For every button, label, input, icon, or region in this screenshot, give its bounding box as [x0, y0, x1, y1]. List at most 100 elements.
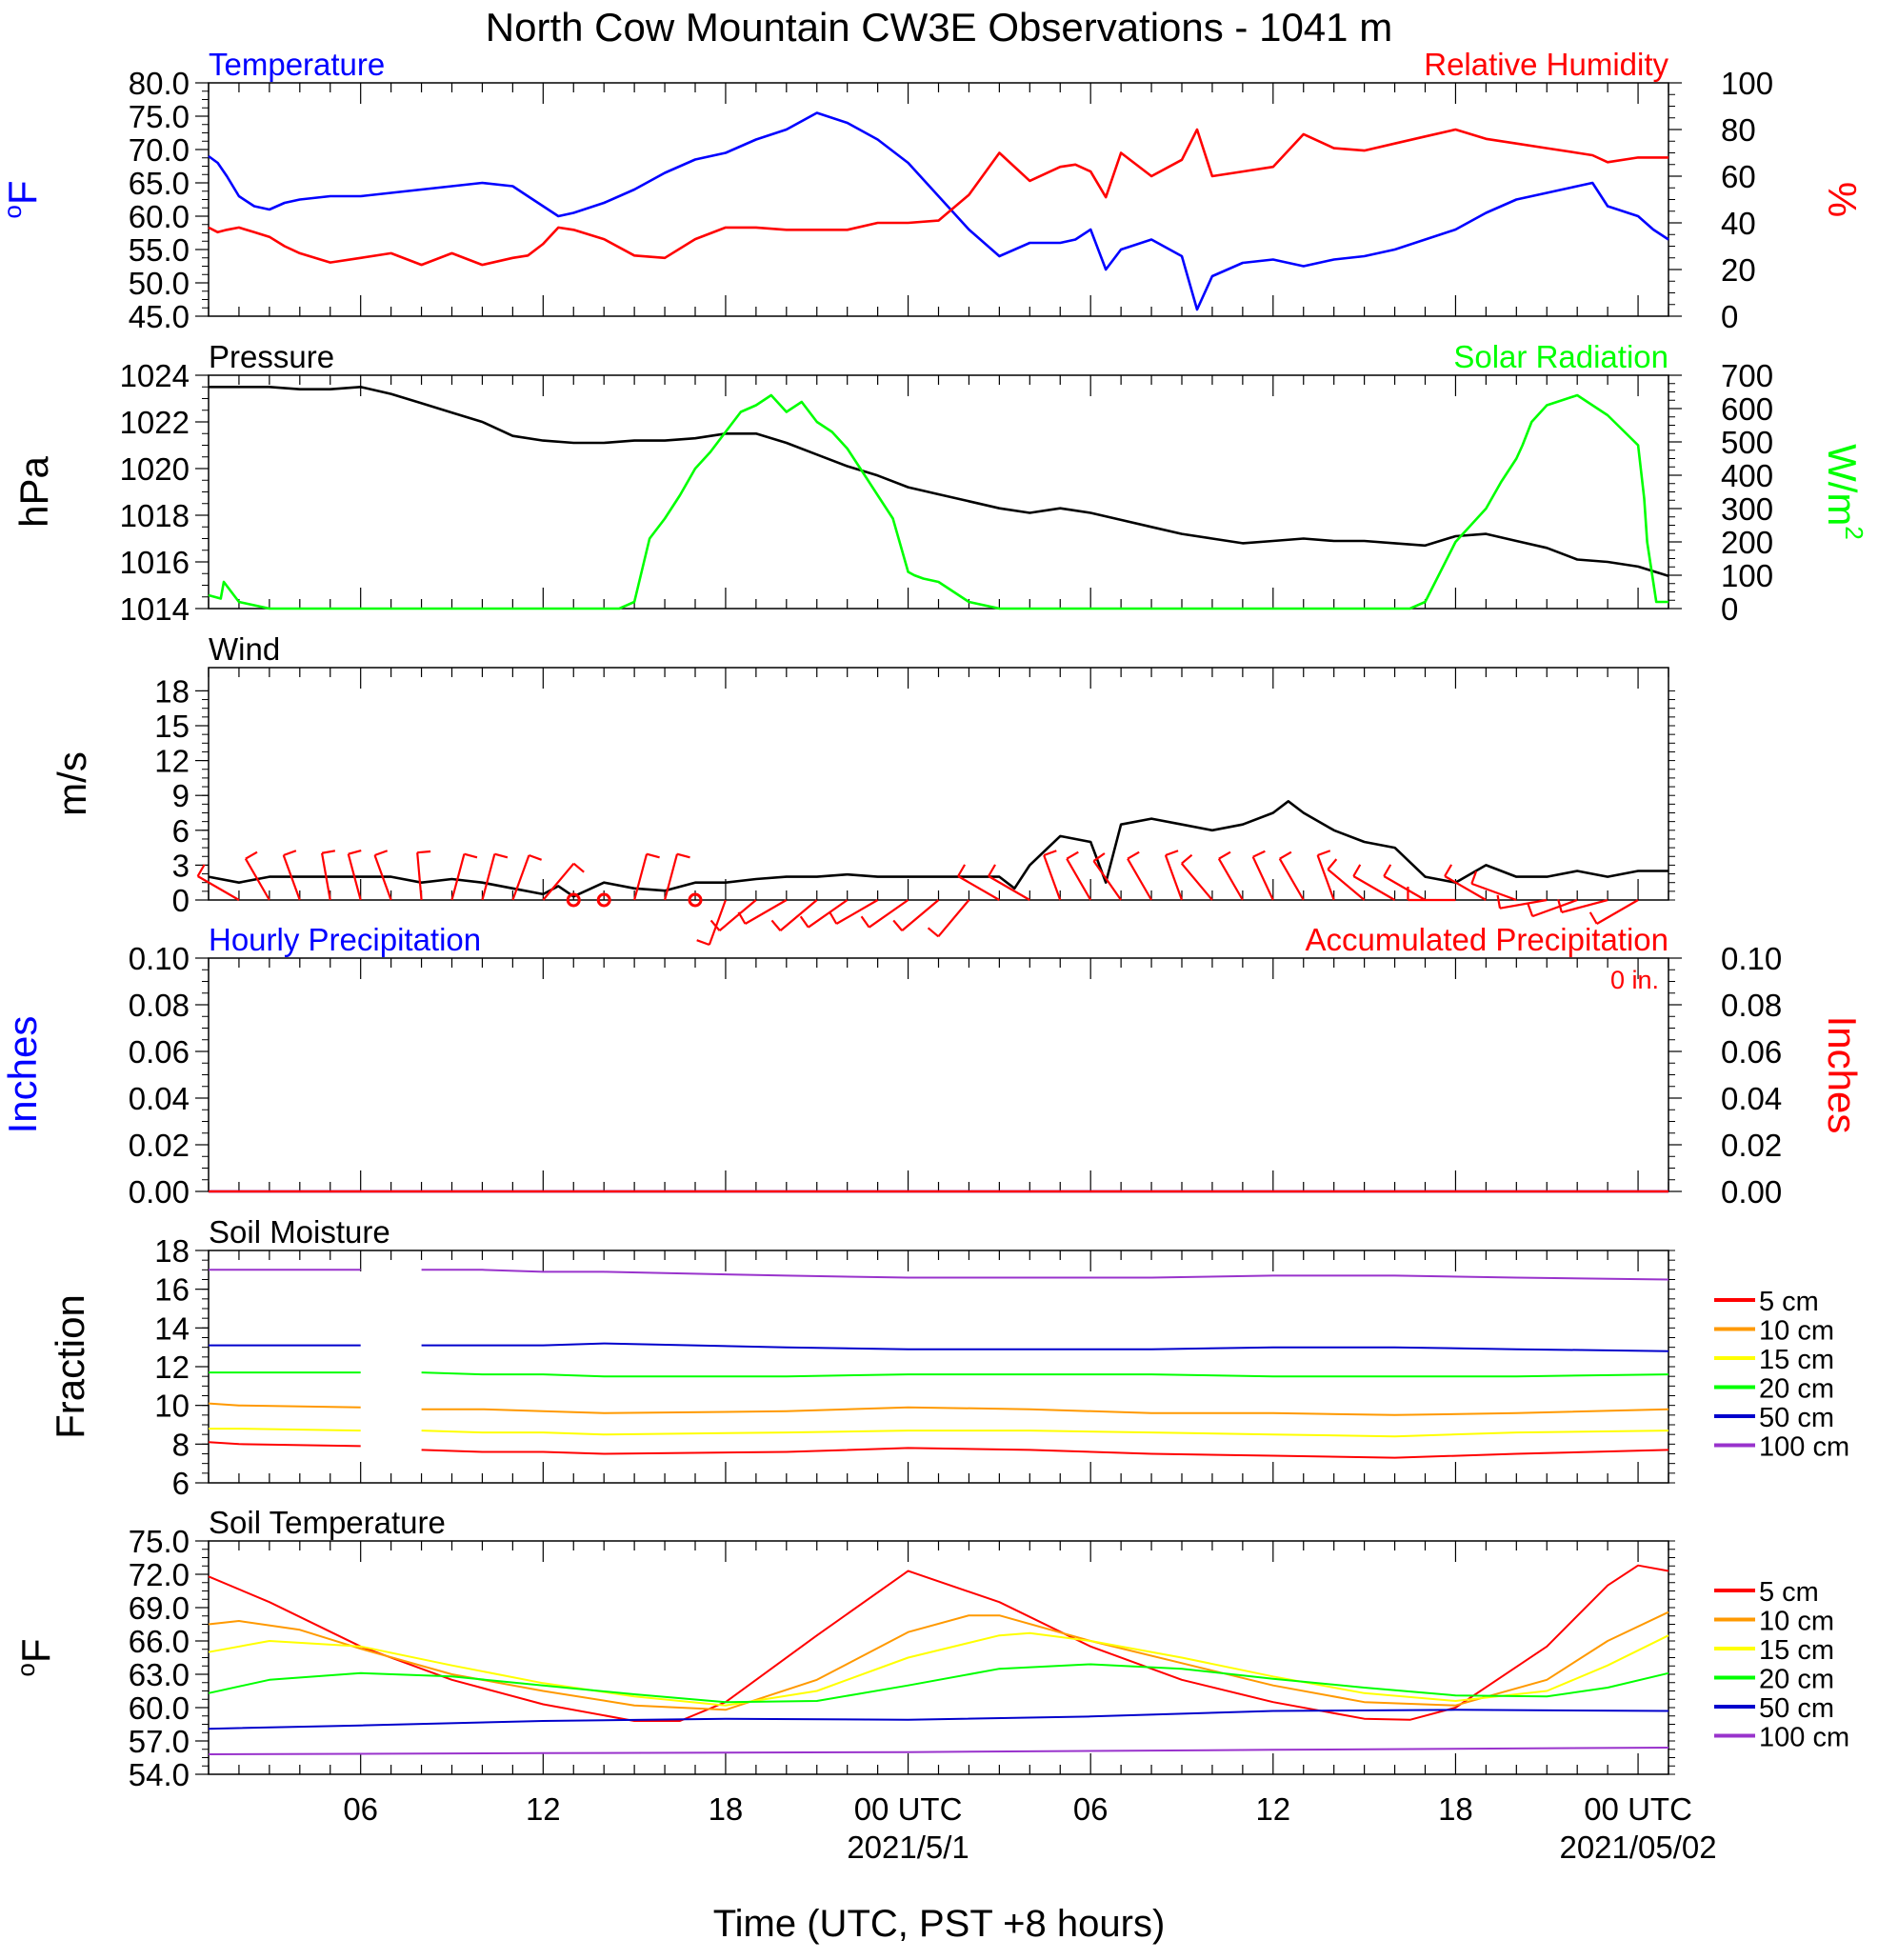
y-right-tick-label: 20 — [1721, 252, 1756, 288]
y-right-tick-label: 40 — [1721, 206, 1756, 241]
x-tick-label: 00 UTC — [854, 1791, 963, 1827]
y-right-tick-label: 400 — [1721, 458, 1773, 493]
legend-label: 50 cm — [1759, 1693, 1834, 1724]
y-right-axis-label: % — [1820, 182, 1865, 217]
y-left-tick-label: 16 — [154, 1272, 190, 1308]
x-date-label: 2021/05/02 — [1559, 1830, 1716, 1865]
legend-label: 15 cm — [1759, 1635, 1834, 1666]
y-left-tick-label: 3 — [172, 848, 190, 883]
y-left-tick-label: 57.0 — [129, 1724, 190, 1759]
y-left-tick-label: 14 — [154, 1310, 190, 1346]
y-left-tick-label: 0 — [172, 883, 190, 918]
y-right-tick-label: 0.06 — [1721, 1034, 1782, 1070]
y-right-tick-label: 80 — [1721, 112, 1756, 148]
y-left-tick-label: 1020 — [120, 451, 190, 487]
legend-label: 5 cm — [1759, 1287, 1819, 1317]
y-left-tick-label: 10 — [154, 1389, 190, 1424]
y-left-tick-label: 1024 — [120, 358, 190, 393]
y-left-tick-label: 55.0 — [129, 232, 190, 268]
y-left-tick-label: 0.10 — [129, 941, 190, 976]
x-date-label: 2021/5/1 — [847, 1830, 969, 1865]
y-left-tick-label: 1014 — [120, 591, 190, 627]
y-left-axis-label: Fraction — [48, 1294, 92, 1439]
legend-label: 100 cm — [1759, 1723, 1849, 1753]
panel-left-title: Temperature — [209, 47, 385, 82]
annotation-total: 0 in. — [1610, 966, 1659, 994]
x-tick-label: 18 — [1438, 1791, 1473, 1827]
y-right-tick-label: 100 — [1721, 66, 1773, 101]
y-right-tick-label: 600 — [1721, 391, 1773, 427]
y-left-tick-label: 60.0 — [129, 1690, 190, 1726]
y-right-tick-label: 0.02 — [1721, 1128, 1782, 1163]
x-tick-label: 00 UTC — [1584, 1791, 1692, 1827]
y-right-tick-label: 500 — [1721, 425, 1773, 460]
y-left-axis-label: hPa — [11, 455, 56, 527]
y-left-tick-label: 1022 — [120, 405, 190, 440]
legend-label: 5 cm — [1759, 1577, 1819, 1608]
y-right-tick-label: 0.04 — [1721, 1081, 1782, 1116]
y-left-tick-label: 1018 — [120, 498, 190, 533]
unit-f: F — [13, 1638, 58, 1663]
panel-left-title: Hourly Precipitation — [209, 922, 481, 957]
wind-barb-flag — [417, 851, 430, 852]
y-left-tick-label: 0.08 — [129, 988, 190, 1023]
legend-label: 20 cm — [1759, 1665, 1834, 1695]
y-right-axis-label-text: W/m — [1820, 444, 1865, 526]
y-right-tick-label: 60 — [1721, 159, 1756, 194]
legend-label: 10 cm — [1759, 1607, 1834, 1637]
legend-label: 20 cm — [1759, 1374, 1834, 1405]
legend-label: 10 cm — [1759, 1316, 1834, 1347]
panel-left-title: Soil Moisture — [209, 1214, 390, 1250]
y-right-tick-label: 100 — [1721, 558, 1773, 593]
y-left-tick-label: 0.02 — [129, 1128, 190, 1163]
y-left-tick-label: 75.0 — [129, 1524, 190, 1559]
x-tick-label: 06 — [343, 1791, 378, 1827]
figure-title: North Cow Mountain CW3E Observations - 1… — [486, 5, 1392, 50]
y-left-tick-label: 65.0 — [129, 166, 190, 201]
panel-left-title: Pressure — [209, 339, 334, 374]
y-left-axis-label: m/s — [50, 751, 94, 816]
y-right-axis-label-text: Inches — [1820, 1016, 1865, 1134]
y-left-tick-label: 45.0 — [129, 299, 190, 334]
y-right-tick-label: 300 — [1721, 491, 1773, 527]
legend-label: 15 cm — [1759, 1345, 1834, 1375]
x-tick-label: 06 — [1073, 1791, 1109, 1827]
y-left-axis-label: Inches — [0, 1016, 45, 1134]
y-left-tick-label: 12 — [154, 1350, 190, 1385]
y-left-tick-label: 9 — [172, 778, 190, 813]
panel-left-title: Soil Temperature — [209, 1505, 446, 1540]
y-left-tick-label: 6 — [172, 1466, 190, 1501]
y-right-tick-label: 0.08 — [1721, 988, 1782, 1023]
unit-f: F — [0, 180, 45, 205]
y-left-tick-label: 50.0 — [129, 266, 190, 301]
y-right-tick-label: 200 — [1721, 525, 1773, 560]
y-left-tick-label: 70.0 — [129, 132, 190, 168]
y-left-tick-label: 0.04 — [129, 1081, 190, 1116]
y-left-tick-label: 1016 — [120, 545, 190, 580]
degree-o: o — [0, 205, 27, 218]
y-left-tick-label: 63.0 — [129, 1657, 190, 1692]
y-right-axis-label-text: % — [1820, 182, 1865, 217]
y-right-tick-label: 0.00 — [1721, 1174, 1782, 1210]
y-right-tick-label: 0 — [1721, 299, 1738, 334]
y-left-tick-label: 6 — [172, 813, 190, 849]
y-right-tick-label: 0.10 — [1721, 941, 1782, 976]
x-tick-label: 18 — [709, 1791, 744, 1827]
y-left-tick-label: 69.0 — [129, 1590, 190, 1626]
y-left-tick-label: 72.0 — [129, 1557, 190, 1592]
panel-right-title: Solar Radiation — [1453, 339, 1668, 374]
y-left-tick-label: 18 — [154, 1233, 190, 1269]
y-left-tick-label: 18 — [154, 673, 190, 709]
panel-right-title: Relative Humidity — [1424, 47, 1668, 82]
panel-left-title: Wind — [209, 631, 280, 667]
panel-right-title: Accumulated Precipitation — [1305, 922, 1668, 957]
y-right-axis-label-sup: 2 — [1840, 526, 1868, 539]
legend-label: 50 cm — [1759, 1403, 1834, 1433]
y-left-tick-label: 12 — [154, 744, 190, 779]
x-tick-label: 12 — [1255, 1791, 1290, 1827]
y-right-tick-label: 0 — [1721, 591, 1738, 627]
y-left-tick-label: 80.0 — [129, 66, 190, 101]
y-right-tick-label: 700 — [1721, 358, 1773, 393]
